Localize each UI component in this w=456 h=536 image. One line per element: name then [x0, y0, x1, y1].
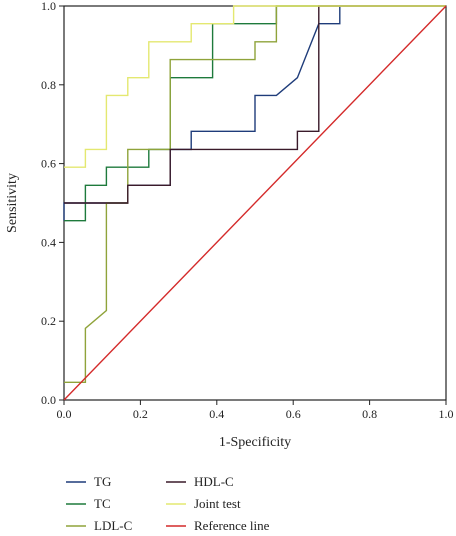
y-tick-label: 0.6: [41, 157, 56, 171]
y-tick-label: 0.4: [41, 235, 56, 249]
axes-layer: 0.0 0.2 0.4 0.6 0.8 1.0 0.0 0.2 0.4 0.6 0.8 1.0: [41, 0, 454, 421]
series-layer: [63, 5, 447, 401]
x-tick-label: 0.0: [57, 407, 72, 421]
series-line-hdl-c: [64, 5, 446, 204]
legend-label-tg: TG: [94, 474, 111, 489]
legend: TG TC LDL-C HDL-C Joint test Reference line: [66, 474, 270, 533]
x-tick-label: 1.0: [439, 407, 454, 421]
series-line-joint-test: [64, 5, 446, 168]
y-tick-label: 1.0: [41, 0, 56, 13]
y-axis-label: Sensitivity: [5, 173, 20, 233]
x-tick-label: 0.2: [133, 407, 148, 421]
legend-label-tc: TC: [94, 496, 111, 511]
legend-label-joint-test: Joint test: [194, 496, 241, 511]
legend-label-ldl-c: LDL-C: [94, 518, 132, 533]
x-axis-label: 1-Specificity: [219, 435, 291, 450]
series-line-ldl-c: [64, 5, 446, 383]
x-tick-label: 0.4: [209, 407, 224, 421]
series-line-tg: [63, 5, 446, 221]
y-tick-label: 0.2: [41, 314, 56, 328]
legend-label-reference-line: Reference line: [194, 518, 270, 533]
y-tick-label: 0.8: [41, 78, 56, 92]
x-tick-label: 0.6: [286, 407, 301, 421]
x-tick-label: 0.8: [362, 407, 377, 421]
series-line-reference-line: [63, 5, 447, 401]
legend-label-hdl-c: HDL-C: [194, 474, 234, 489]
y-tick-label: 0.0: [41, 393, 56, 407]
